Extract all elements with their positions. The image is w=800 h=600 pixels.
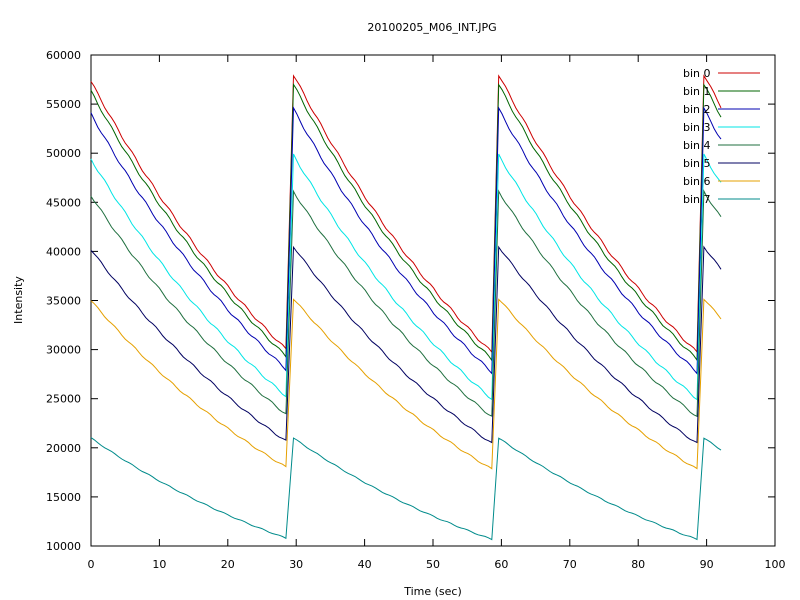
x-tick-label: 60	[494, 558, 508, 571]
chart-title: 20100205_M06_INT.JPG	[367, 21, 496, 34]
x-tick-label: 30	[289, 558, 303, 571]
legend-label: bin 3	[683, 121, 711, 134]
y-tick-label: 15000	[46, 491, 81, 504]
y-tick-label: 40000	[46, 245, 81, 258]
series-line-bin-5	[90, 245, 722, 444]
y-tick-label: 45000	[46, 196, 81, 209]
series-line-bin-6	[90, 298, 722, 470]
series-line-bin-3	[90, 153, 722, 401]
y-tick-label: 30000	[46, 344, 81, 357]
series-line-bin-4	[90, 189, 722, 418]
x-tick-label: 10	[152, 558, 166, 571]
x-tick-label: 90	[700, 558, 714, 571]
y-tick-label: 35000	[46, 295, 81, 308]
y-tick-label: 50000	[46, 147, 81, 160]
x-tick-label: 70	[563, 558, 577, 571]
x-tick-label: 100	[765, 558, 786, 571]
legend: bin 0 bin 1 bin 2 bin 3 bin 4 bin 5 bin 6 bin 7	[683, 67, 760, 206]
y-tick-label: 60000	[46, 49, 81, 62]
y-tick-label: 55000	[46, 98, 81, 111]
legend-label: bin 0	[683, 67, 711, 80]
legend-label: bin 2	[683, 103, 711, 116]
y-axis: 10000 15000 20000 25000 30000 35000 40000 45000…	[46, 49, 775, 553]
x-tick-label: 50	[426, 558, 440, 571]
plot-frame	[90, 54, 776, 547]
legend-label: bin 6	[683, 175, 711, 188]
series-line-bin-0	[90, 74, 722, 354]
y-tick-label: 25000	[46, 393, 81, 406]
x-axis-label: Time (sec)	[403, 585, 462, 598]
x-tick-label: 20	[221, 558, 235, 571]
y-tick-label: 10000	[46, 540, 81, 553]
series-line-bin-2	[90, 106, 722, 375]
y-tick-label: 20000	[46, 442, 81, 455]
x-tick-label: 0	[88, 558, 95, 571]
series-lines	[90, 74, 722, 541]
x-tick-label: 80	[631, 558, 645, 571]
y-axis-label: Intensity	[12, 276, 25, 324]
x-axis: 0 10 20 30 40 50 60 70 80 90 100	[88, 55, 786, 571]
series-line-bin-1	[90, 82, 722, 362]
legend-label: bin 5	[683, 157, 711, 170]
legend-label: bin 4	[683, 139, 711, 152]
series-line-bin-7	[90, 437, 722, 541]
legend-label: bin 7	[683, 193, 711, 206]
legend-label: bin 1	[683, 85, 711, 98]
x-tick-label: 40	[358, 558, 372, 571]
